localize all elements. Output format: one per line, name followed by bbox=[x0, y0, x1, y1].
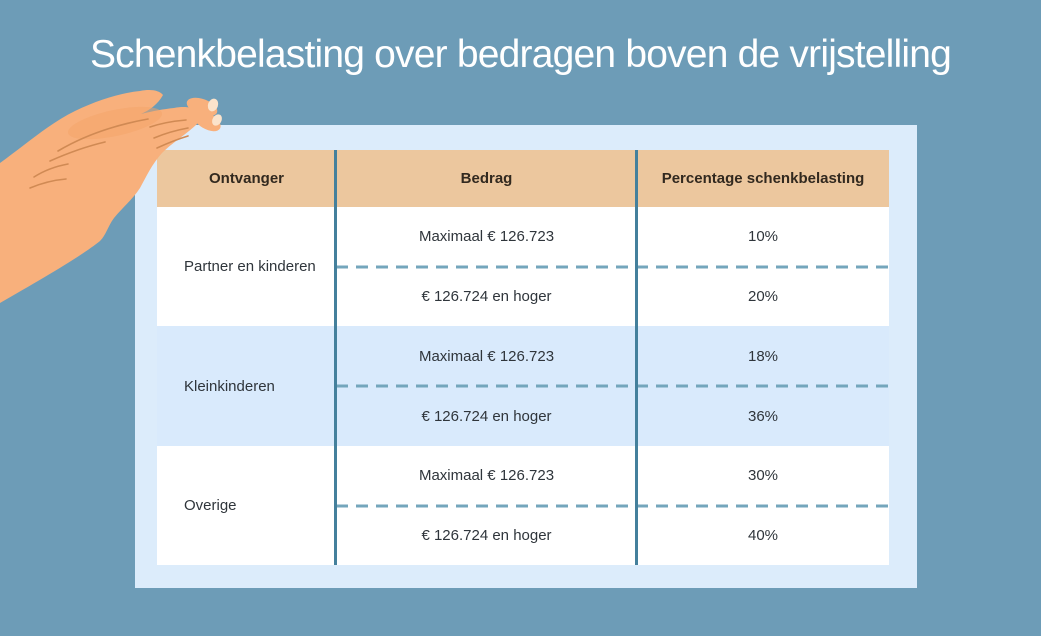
receiver-label: Partner en kinderen bbox=[184, 258, 316, 275]
hand-arm-shape bbox=[0, 90, 200, 303]
percentage-value: 10% bbox=[747, 228, 779, 246]
column-divider bbox=[635, 150, 638, 565]
column-divider bbox=[334, 150, 337, 565]
table-panel: Ontvanger Bedrag Percentage schenkbelast… bbox=[135, 125, 917, 588]
dashed-divider bbox=[336, 384, 889, 388]
header-bedrag: Bedrag bbox=[460, 170, 513, 187]
percentage-value: 30% bbox=[747, 467, 779, 485]
hand-crease-lines bbox=[29, 118, 189, 189]
receiver-label: Kleinkinderen bbox=[184, 377, 275, 395]
table-row-group-kleinkinderen: Kleinkinderen Maximaal € 126.723 18% € 1… bbox=[157, 326, 889, 446]
percentage-value: 40% bbox=[747, 526, 779, 544]
dashed-divider bbox=[336, 265, 889, 268]
table-header-row: Ontvanger Bedrag Percentage schenkbelast… bbox=[157, 150, 889, 207]
page-title: Schenkbelasting over bedragen boven de v… bbox=[89, 33, 952, 76]
bedrag-value: Maximaal € 126.723 bbox=[418, 467, 555, 485]
receiver-label: Overige bbox=[184, 497, 237, 514]
table-row-group-partner-en-kinderen: Partner en kinderen Maximaal € 126.723 1… bbox=[157, 207, 889, 326]
bedrag-value: Maximaal € 126.723 bbox=[418, 228, 555, 246]
percentage-value: 20% bbox=[747, 287, 779, 305]
header-ontvanger: Ontvanger bbox=[208, 170, 284, 187]
fingertip-pad bbox=[193, 110, 221, 132]
bedrag-value: € 126.724 en hoger bbox=[421, 287, 552, 305]
fingernail bbox=[212, 114, 222, 126]
palm-shading bbox=[67, 106, 163, 140]
tax-table: Ontvanger Bedrag Percentage schenkbelast… bbox=[157, 150, 889, 565]
bedrag-value: € 126.724 en hoger bbox=[421, 407, 552, 425]
bedrag-value: Maximaal € 126.723 bbox=[418, 347, 555, 365]
percentage-value: 18% bbox=[747, 347, 779, 365]
open-hand-illustration bbox=[0, 90, 222, 303]
dashed-divider bbox=[336, 504, 889, 507]
table-row-group-overige: Overige Maximaal € 126.723 30% € 126.724… bbox=[157, 446, 889, 565]
percentage-value: 36% bbox=[747, 407, 779, 425]
bedrag-value: € 126.724 en hoger bbox=[421, 526, 552, 544]
header-percentage: Percentage schenkbelasting bbox=[661, 170, 865, 187]
fingernail bbox=[207, 98, 219, 112]
